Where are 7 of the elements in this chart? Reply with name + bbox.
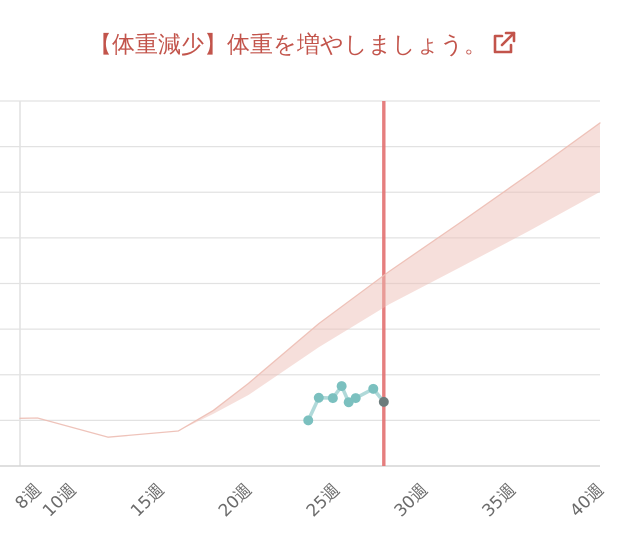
x-tick-label: 35週 (478, 480, 520, 522)
x-tick-label: 20週 (214, 480, 256, 522)
x-tick-label: 25週 (302, 480, 344, 522)
x-tick-label: 30週 (390, 480, 432, 522)
chart-title: 【体重減少】体重を増やしましょう。 (89, 32, 487, 58)
x-tick-label: 15週 (126, 480, 168, 522)
x-tick-label: 40週 (566, 480, 608, 522)
